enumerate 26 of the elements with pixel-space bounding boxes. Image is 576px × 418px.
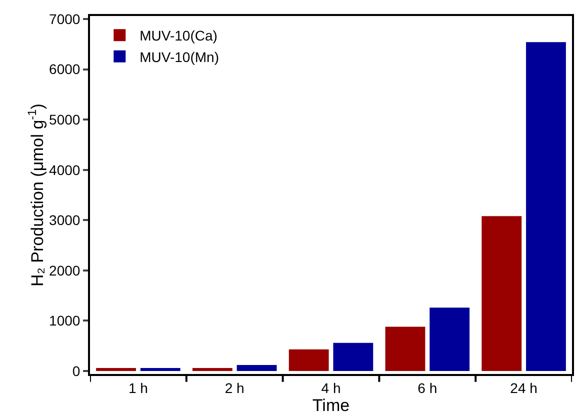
legend-label: MUV-10(Mn) xyxy=(140,48,219,65)
y-tick-label: 5000 xyxy=(49,111,80,128)
y-tick-label: 1000 xyxy=(49,312,80,329)
bar xyxy=(482,216,522,371)
y-tick-label: 4000 xyxy=(49,162,80,178)
bar xyxy=(96,368,136,371)
x-tick-label: 6 h xyxy=(418,380,438,396)
x-tick-label: 2 h xyxy=(224,380,244,396)
legend-label: MUV-10(Ca) xyxy=(140,28,218,44)
bar xyxy=(236,364,277,371)
bar xyxy=(526,42,566,371)
bar xyxy=(192,368,232,371)
bar xyxy=(140,368,180,371)
y-tick-label: 7000 xyxy=(49,10,80,27)
y-tick-label: 3000 xyxy=(49,212,80,228)
bar xyxy=(333,342,374,371)
bar xyxy=(385,326,426,371)
x-tick-label: 24 h xyxy=(510,380,538,396)
x-tick-label: 4 h xyxy=(321,380,341,396)
x-tick-label: 1 h xyxy=(128,380,148,396)
y-tick-label: 0 xyxy=(72,362,80,379)
y-tick-label: 6000 xyxy=(49,61,80,78)
bar xyxy=(430,308,470,371)
y-tick-label: 2000 xyxy=(49,262,80,278)
x-axis-title: Time xyxy=(312,396,350,415)
bar xyxy=(288,349,329,371)
